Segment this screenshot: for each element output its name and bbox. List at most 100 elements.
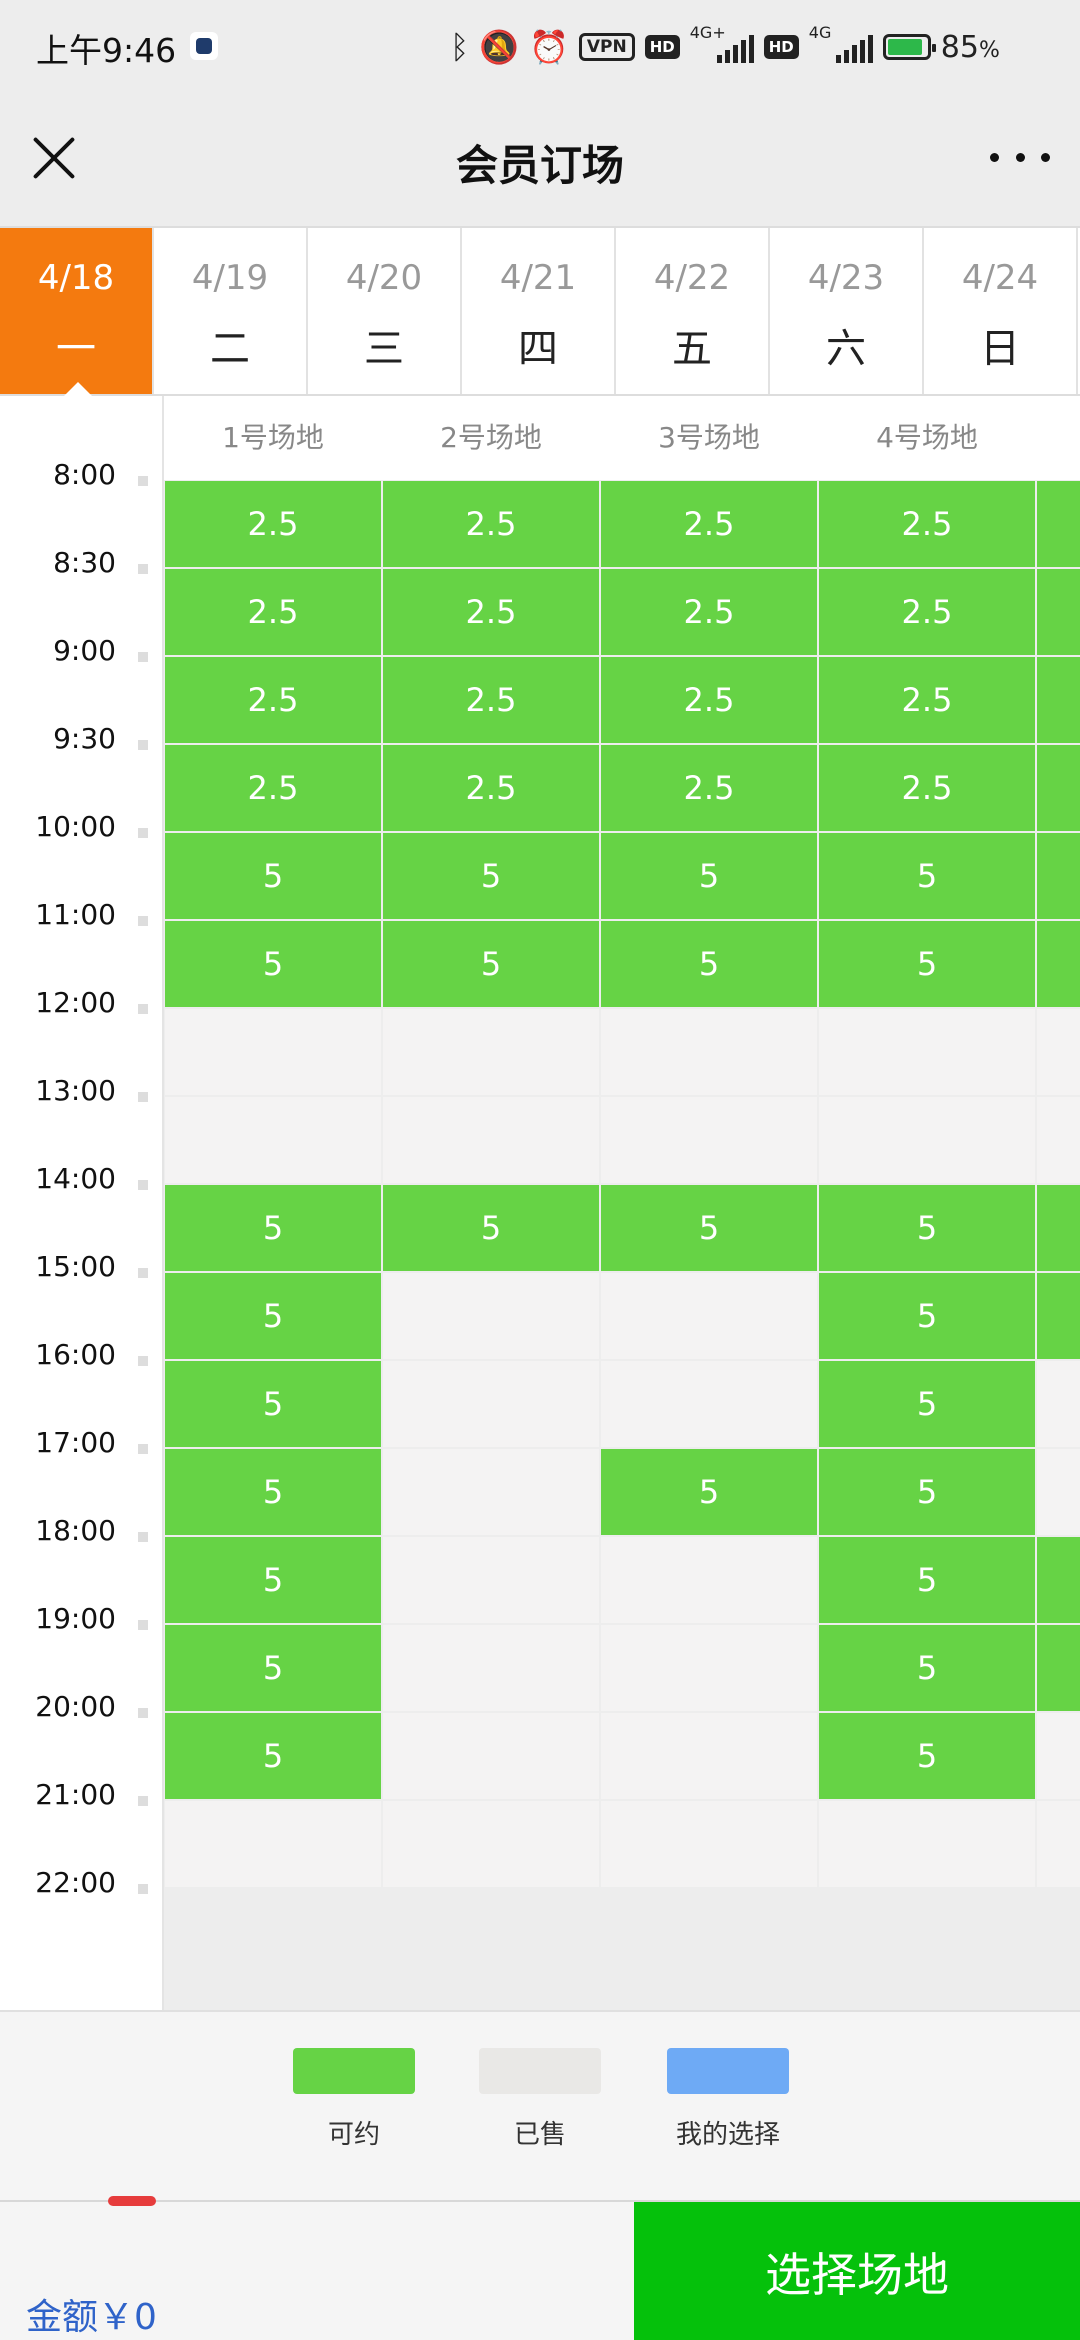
available-slot[interactable] bbox=[1037, 569, 1080, 655]
weekday-label: 一 bbox=[56, 326, 96, 372]
date-tab-1[interactable]: 4/19 二 bbox=[154, 228, 308, 394]
time-tick bbox=[138, 1356, 148, 1366]
date-tab-5[interactable]: 4/23 六 bbox=[770, 228, 924, 394]
available-slot[interactable]: 5 bbox=[601, 1185, 817, 1271]
court-name: 4号场地 bbox=[876, 421, 978, 454]
select-court-button[interactable]: 选择场地 bbox=[634, 2202, 1080, 2340]
legend-swatch bbox=[479, 2048, 601, 2094]
available-slot[interactable]: 5 bbox=[165, 1449, 381, 1535]
sold-slot bbox=[165, 1801, 381, 1887]
available-slot[interactable] bbox=[1037, 1625, 1080, 1711]
sold-slot bbox=[383, 1713, 599, 1799]
court-name: 1号场地 bbox=[222, 421, 324, 454]
time-tick bbox=[138, 1180, 148, 1190]
weekday-label: 四 bbox=[518, 326, 558, 372]
available-slot[interactable] bbox=[1037, 1185, 1080, 1271]
available-slot[interactable]: 5 bbox=[601, 833, 817, 919]
time-label: 8:30 bbox=[53, 546, 116, 579]
network-type-label: 4G+ bbox=[689, 23, 726, 42]
sold-slot bbox=[383, 1625, 599, 1711]
time-tick bbox=[138, 1708, 148, 1718]
time-tick bbox=[138, 828, 148, 838]
available-slot[interactable]: 2.5 bbox=[165, 481, 381, 567]
date-tab-2[interactable]: 4/20 三 bbox=[308, 228, 462, 394]
available-slot[interactable] bbox=[1037, 833, 1080, 919]
available-slot[interactable] bbox=[1037, 1537, 1080, 1623]
time-label: 19:00 bbox=[35, 1602, 116, 1635]
sold-slot bbox=[601, 1537, 817, 1623]
available-slot[interactable] bbox=[1037, 657, 1080, 743]
available-slot[interactable]: 5 bbox=[601, 921, 817, 1007]
available-slot[interactable]: 5 bbox=[819, 1537, 1035, 1623]
time-label: 9:30 bbox=[53, 722, 116, 755]
date-label: 4/21 bbox=[499, 258, 577, 298]
available-slot[interactable] bbox=[1037, 745, 1080, 831]
time-label: 12:00 bbox=[35, 986, 116, 1019]
available-slot[interactable]: 2.5 bbox=[601, 745, 817, 831]
available-slot[interactable]: 5 bbox=[165, 1185, 381, 1271]
available-slot[interactable]: 5 bbox=[165, 1361, 381, 1447]
legend-label: 可约 bbox=[327, 2120, 380, 2150]
available-slot[interactable] bbox=[1037, 481, 1080, 567]
available-slot[interactable]: 2.5 bbox=[383, 569, 599, 655]
vpn-icon: VPN bbox=[578, 33, 635, 61]
available-slot[interactable]: 5 bbox=[383, 921, 599, 1007]
available-slot[interactable]: 5 bbox=[165, 1537, 381, 1623]
available-slot[interactable]: 5 bbox=[165, 921, 381, 1007]
available-slot[interactable]: 5 bbox=[165, 1273, 381, 1359]
available-slot[interactable]: 2.5 bbox=[601, 569, 817, 655]
available-slot[interactable]: 5 bbox=[165, 833, 381, 919]
available-slot[interactable]: 5 bbox=[819, 1361, 1035, 1447]
available-slot[interactable]: 5 bbox=[819, 921, 1035, 1007]
available-slot[interactable]: 5 bbox=[819, 1273, 1035, 1359]
available-slot[interactable]: 2.5 bbox=[383, 481, 599, 567]
available-slot[interactable]: 2.5 bbox=[601, 657, 817, 743]
available-slot[interactable]: 2.5 bbox=[165, 657, 381, 743]
available-slot[interactable]: 5 bbox=[819, 1449, 1035, 1535]
date-tab-3[interactable]: 4/21 四 bbox=[462, 228, 616, 394]
available-slot[interactable]: 5 bbox=[819, 1625, 1035, 1711]
available-slot[interactable] bbox=[1037, 921, 1080, 1007]
date-tab-4[interactable]: 4/22 五 bbox=[616, 228, 770, 394]
time-label: 16:00 bbox=[35, 1338, 116, 1371]
time-column: 8:00 8:30 9:00 9:30 10:00 11:00 12:00 13:00 14:0… bbox=[0, 396, 164, 2010]
available-slot[interactable]: 2.5 bbox=[819, 569, 1035, 655]
booking-grid: 1号场地 2号场地 3号场地 4号场地 2.5 2.5 2.5 2.5 2.5 2.5 2.5 2.… bbox=[164, 396, 1080, 2010]
mute-bell-icon: 🔕 bbox=[479, 28, 520, 66]
sold-slot bbox=[383, 1801, 599, 1887]
sold-slot bbox=[383, 1449, 599, 1535]
available-slot[interactable]: 2.5 bbox=[819, 657, 1035, 743]
total-amount: 金额￥0 bbox=[26, 2297, 157, 2338]
time-tick bbox=[138, 916, 148, 926]
page-title: 会员订场 bbox=[455, 141, 624, 190]
available-slot[interactable]: 5 bbox=[383, 833, 599, 919]
available-slot[interactable]: 2.5 bbox=[601, 481, 817, 567]
bottom-bar: 金额￥0 选择场地 bbox=[0, 2196, 1080, 2340]
tab-indicator bbox=[108, 2196, 156, 2206]
more-options-icon[interactable] bbox=[990, 142, 1050, 172]
available-slot[interactable]: 2.5 bbox=[819, 481, 1035, 567]
available-slot[interactable]: 2.5 bbox=[383, 657, 599, 743]
time-label: 13:00 bbox=[35, 1074, 116, 1107]
available-slot[interactable]: 2.5 bbox=[165, 745, 381, 831]
battery-icon bbox=[882, 34, 936, 60]
time-label: 9:00 bbox=[53, 634, 116, 667]
available-slot[interactable]: 5 bbox=[383, 1185, 599, 1271]
available-slot[interactable]: 2.5 bbox=[819, 745, 1035, 831]
sold-slot bbox=[601, 1273, 817, 1359]
network-type-label-2: 4G bbox=[808, 23, 832, 42]
sold-slot bbox=[165, 1009, 381, 1095]
available-slot[interactable] bbox=[1037, 1273, 1080, 1359]
available-slot[interactable]: 2.5 bbox=[165, 569, 381, 655]
available-slot[interactable]: 2.5 bbox=[383, 745, 599, 831]
available-slot[interactable]: 5 bbox=[165, 1625, 381, 1711]
available-slot[interactable]: 5 bbox=[819, 1185, 1035, 1271]
available-slot[interactable]: 5 bbox=[819, 833, 1035, 919]
sold-slot bbox=[1037, 1801, 1080, 1887]
time-label: 8:00 bbox=[53, 458, 116, 491]
available-slot[interactable]: 5 bbox=[601, 1449, 817, 1535]
available-slot[interactable]: 5 bbox=[165, 1713, 381, 1799]
available-slot[interactable]: 5 bbox=[819, 1713, 1035, 1799]
date-tab-6[interactable]: 4/24 日 bbox=[924, 228, 1078, 394]
date-tab-0[interactable]: 4/18 一 bbox=[0, 228, 154, 396]
